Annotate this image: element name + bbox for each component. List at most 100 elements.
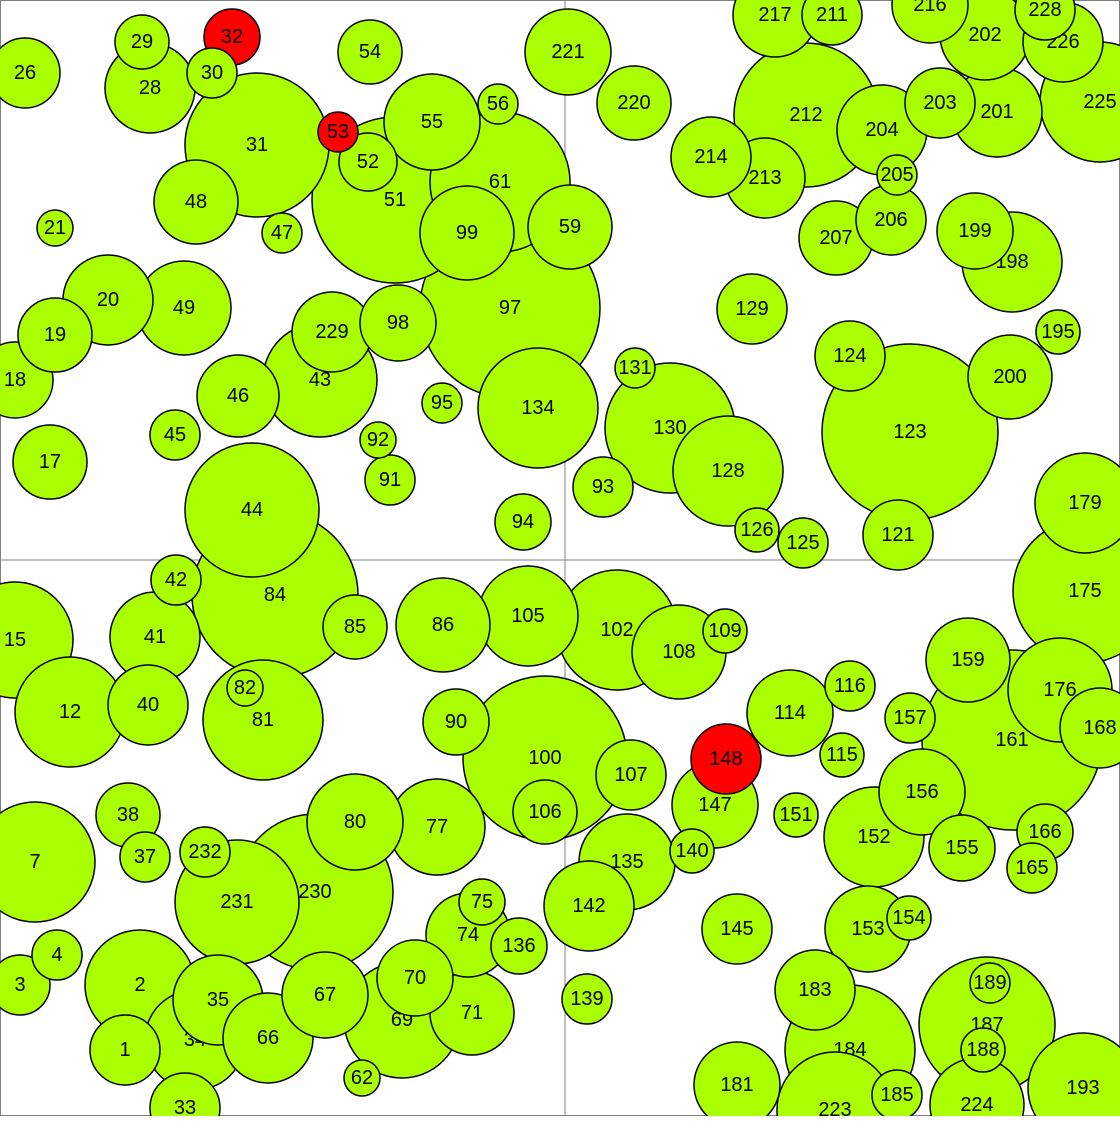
bubble-label: 29 (131, 31, 153, 53)
bubble-circle (876, 154, 918, 196)
bubble-232: 232 (179, 826, 231, 878)
bubble-label: 151 (779, 804, 812, 826)
bubble-label: 188 (966, 1039, 999, 1061)
bubble-circle (1034, 452, 1120, 554)
bubble-label: 225 (1083, 91, 1116, 113)
bubble-220: 220 (596, 65, 672, 141)
bubble-label: 105 (511, 605, 544, 627)
bubble-label: 97 (499, 297, 521, 319)
bubble-label: 204 (865, 119, 898, 141)
bubble-193: 193 (1027, 1032, 1120, 1121)
bubble-circle (878, 748, 966, 836)
bubble-circle (477, 347, 599, 469)
bubble-183: 183 (774, 949, 856, 1031)
bubble-216: 216 (891, 0, 969, 44)
bubble-label: 32 (221, 26, 243, 48)
bubble-41: 41 (109, 591, 201, 683)
bubble-label: 223 (818, 1099, 851, 1116)
bubble-134: 134 (477, 347, 599, 469)
bubble-29: 29 (114, 14, 170, 70)
bubble-label: 232 (188, 841, 221, 863)
bubble-label: 189 (973, 972, 1006, 994)
bubble-126: 126 (734, 507, 780, 553)
bubble-label: 231 (220, 891, 253, 913)
bubble-label: 121 (881, 524, 914, 546)
bubble-206: 206 (855, 184, 927, 256)
bubble-label: 203 (923, 92, 956, 114)
bubble-185: 185 (871, 1069, 923, 1121)
bubble-circle (543, 860, 635, 952)
bubble-label: 152 (857, 826, 890, 848)
bubble-label: 67 (314, 984, 336, 1006)
bubble-circle (226, 669, 264, 707)
bubble-label: 42 (165, 569, 187, 591)
bubble-label: 56 (487, 93, 509, 115)
bubble-label: 221 (551, 41, 584, 63)
bubble-circle (716, 273, 788, 345)
bubble-circle (774, 949, 856, 1031)
bubble-circle (672, 415, 784, 527)
bubble-181: 181 (693, 1041, 781, 1121)
bubble-circle (824, 660, 876, 712)
bubble-98: 98 (359, 284, 437, 362)
bubble-140: 140 (669, 828, 715, 874)
bubble-label: 75 (471, 891, 493, 913)
bubble-46: 46 (196, 354, 280, 438)
bubble-circle (595, 739, 667, 811)
bubble-116: 116 (824, 660, 876, 712)
bubble-circle (1059, 687, 1120, 769)
bubble-circle (422, 688, 490, 756)
bubble-label: 206 (874, 209, 907, 231)
bubble-label: 115 (826, 744, 858, 766)
bubble-circle (969, 962, 1011, 1004)
bubble-circle (561, 973, 613, 1025)
bubble-221: 221 (524, 8, 612, 96)
bubble-circle (884, 692, 936, 744)
bubble-circle (1035, 309, 1081, 355)
bubble-47: 47 (261, 212, 303, 254)
bubble-circle (150, 554, 202, 606)
bubble-circle (107, 664, 189, 746)
bubble-199: 199 (936, 192, 1014, 270)
bubble-label: 98 (387, 312, 409, 334)
bubble-label: 123 (893, 421, 926, 443)
bubble-circle (746, 669, 834, 757)
bubble-circle (184, 442, 320, 578)
bubble-label: 84 (264, 584, 286, 606)
bubble-circle (12, 424, 88, 500)
bubble-115: 115 (819, 732, 865, 778)
bubble-circle (17, 297, 93, 373)
bubble-17: 17 (12, 424, 88, 500)
bubble-224: 224 (929, 1057, 1025, 1121)
bubble-circle (967, 334, 1053, 420)
bubble-86: 86 (395, 577, 491, 673)
bubble-label: 201 (980, 101, 1013, 123)
bubble-label: 181 (720, 1074, 753, 1096)
bubble-circle (261, 212, 303, 254)
bubble-label: 19 (44, 324, 66, 346)
bubble-90: 90 (422, 688, 490, 756)
bubble-211: 211 (801, 0, 863, 46)
bubble-49: 49 (136, 260, 232, 356)
bubble-label: 155 (945, 837, 978, 859)
bubble-label: 230 (298, 881, 331, 903)
bubble-circle (149, 1072, 221, 1121)
bubble-label: 148 (709, 748, 742, 770)
bubble-label: 2 (134, 974, 145, 996)
bubble-label: 175 (1068, 580, 1101, 602)
bubble-circle (490, 917, 548, 975)
bubble-label: 77 (426, 816, 448, 838)
bubble-56: 56 (477, 83, 519, 125)
bubble-48: 48 (153, 159, 239, 245)
bubble-93: 93 (572, 456, 634, 518)
bubble-label: 15 (4, 629, 26, 651)
bubble-label: 224 (960, 1094, 993, 1116)
bubble-label: 17 (39, 451, 61, 473)
bubble-109: 109 (702, 608, 748, 654)
bubble-label: 48 (185, 191, 207, 213)
bubble-label: 145 (720, 918, 753, 940)
bubble-circle (494, 493, 552, 551)
bubble-107: 107 (595, 739, 667, 811)
bubble-label: 157 (893, 707, 926, 729)
